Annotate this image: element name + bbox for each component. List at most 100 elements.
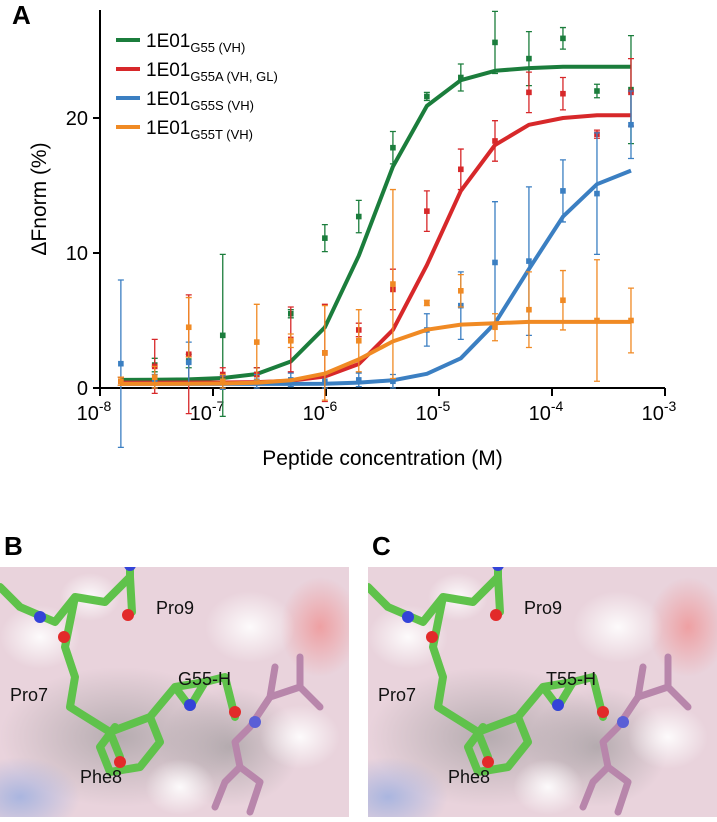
residue-label: Pro9 [156, 598, 194, 618]
data-point [458, 166, 464, 173]
data-point [390, 378, 396, 385]
panel-label: C [372, 531, 391, 561]
x-tick-power: -3 [664, 398, 677, 414]
data-point [560, 35, 566, 42]
atom [184, 699, 196, 711]
data-point [492, 138, 498, 144]
data-point [322, 235, 328, 241]
atom [597, 706, 609, 718]
data-point [118, 378, 124, 385]
data-point [492, 39, 498, 46]
surface-red [280, 577, 349, 677]
x-tick-power: -8 [99, 398, 112, 414]
residue-label: Phe8 [448, 767, 490, 787]
fit-curve [120, 319, 631, 386]
legend-name: 1E01 [146, 118, 190, 139]
data-point [219, 332, 226, 339]
legend-name: 1E01 [146, 89, 190, 110]
y-tick-label: 20 [66, 108, 88, 130]
data-point [560, 90, 566, 97]
x-tick-label: 10-7 [190, 398, 225, 425]
data-point [594, 190, 600, 197]
atom [58, 631, 70, 643]
data-point [424, 300, 430, 306]
x-tick-base: 10 [642, 403, 664, 425]
x-tick-power: -5 [438, 398, 451, 414]
atom [617, 716, 629, 728]
data-point [526, 55, 532, 62]
data-point [424, 93, 430, 100]
data-point [594, 317, 600, 324]
antibody-sticks [579, 653, 692, 816]
x-axis-label: Peptide concentration (M) [262, 447, 502, 470]
fit-curve [120, 113, 631, 385]
data-point [390, 281, 396, 287]
x-tick-base: 10 [529, 403, 551, 425]
data-point [526, 89, 532, 96]
data-point [628, 317, 634, 324]
panel-label: B [4, 531, 23, 561]
x-tick-base: 10 [190, 403, 212, 425]
x-tick-label: 10-4 [529, 398, 564, 425]
data-point [185, 324, 192, 331]
residue-label: Phe8 [80, 767, 122, 787]
legend-subscript: G55A (VH, GL) [190, 69, 277, 84]
legend-entry: 1E01G55A (VH, GL) [146, 60, 278, 84]
atom [122, 609, 134, 621]
panel-label: A [12, 0, 31, 30]
x-tick-power: -7 [212, 398, 225, 414]
data-point [287, 337, 294, 344]
data-point [390, 144, 396, 151]
atom [426, 631, 438, 643]
residue-label: Pro9 [524, 598, 562, 618]
legend-name: 1E01 [146, 60, 190, 81]
residue-label: Pro7 [378, 685, 416, 705]
data-point [185, 359, 192, 366]
data-point [424, 208, 430, 214]
surface-highlight [513, 759, 583, 815]
data-point [355, 213, 362, 220]
x-tick-label: 10-8 [77, 398, 112, 425]
surface-highlight [205, 591, 295, 663]
data-point [219, 378, 226, 385]
y-axis-label: ΔFnorm (%) [28, 142, 51, 255]
x-tick-base: 10 [416, 403, 438, 425]
data-point [560, 297, 566, 304]
data-point [118, 360, 124, 367]
x-tick-label: 10-3 [642, 398, 677, 425]
y-tick-label: 0 [77, 378, 88, 400]
atom [124, 567, 136, 571]
surface-blue [368, 757, 448, 820]
data-point [458, 288, 464, 294]
fit-curve [120, 64, 631, 382]
legend-entry: 1E01G55S (VH) [146, 89, 254, 113]
legend-name: 1E01 [146, 31, 190, 52]
antibody-sticks [211, 653, 324, 816]
legend-subscript: G55T (VH) [190, 127, 253, 142]
data-point [492, 259, 498, 266]
atom [229, 706, 241, 718]
atom [492, 567, 504, 571]
panel-image [368, 567, 717, 820]
legend-entry: 1E01G55 (VH) [146, 31, 245, 55]
legend-subscript: G55S (VH) [190, 98, 254, 113]
surface-highlight [573, 591, 663, 663]
data-point [253, 339, 260, 345]
data-point [492, 324, 498, 331]
atom [249, 716, 261, 728]
panel-image [0, 567, 349, 820]
data-point [458, 74, 464, 81]
surface-blue [0, 757, 80, 820]
data-point [560, 188, 566, 194]
surface-highlight [260, 705, 340, 769]
peptide-sticks [0, 567, 239, 776]
y-tick-label: 10 [66, 243, 88, 265]
data-point [526, 258, 532, 264]
x-tick-base: 10 [77, 403, 99, 425]
data-point [628, 121, 634, 128]
data-point [151, 374, 158, 380]
surface-highlight [628, 705, 708, 769]
x-tick-base: 10 [303, 403, 325, 425]
residue-label: Pro7 [10, 685, 48, 705]
